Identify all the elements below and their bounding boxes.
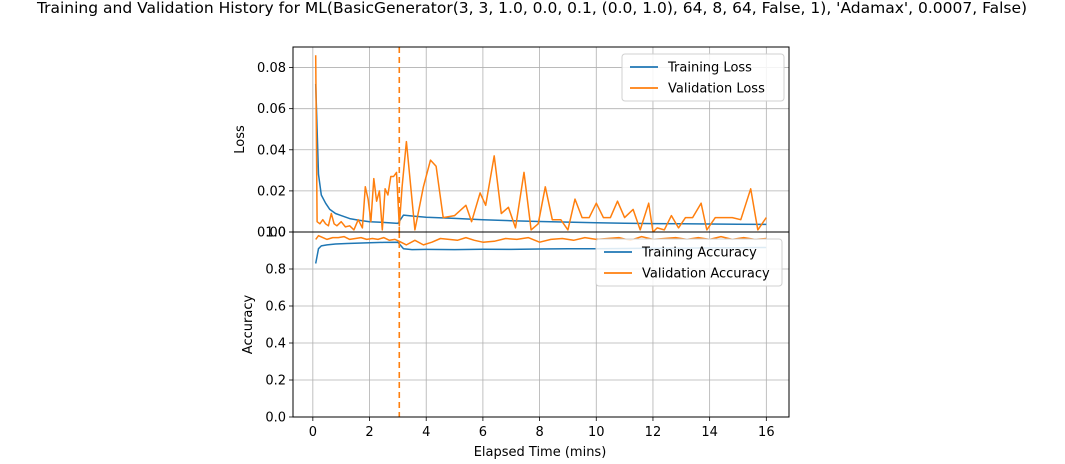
x-tick-label: 14	[701, 425, 718, 440]
axes-frame	[292, 231, 790, 418]
legend-box	[621, 53, 785, 102]
legend: Training Loss Validation Loss	[621, 53, 785, 102]
x-tick-label: 6	[479, 425, 487, 440]
x-tick-label: 8	[535, 425, 543, 440]
x-tick-label: 4	[422, 425, 430, 440]
loss-subplot: 0.00 0.02 0.04 0.06 0.08 Loss Training Loss Val…	[233, 46, 790, 241]
x-tick-label: 10	[588, 425, 605, 440]
legend-box	[595, 238, 783, 287]
y-tick-label: 0.08	[257, 61, 286, 76]
series-group	[314, 55, 767, 232]
y-tick-label: 0.8	[265, 263, 286, 278]
y-tick-label: 0.00	[257, 226, 286, 241]
x-tick-label: 0	[309, 425, 317, 440]
x-tick-label: 2	[365, 425, 373, 440]
training-loss-line	[314, 83, 767, 226]
y-tick-label: 0.0	[265, 411, 286, 426]
y-tick-label: 0.6	[265, 300, 286, 315]
y-tick-label: 0.04	[257, 143, 286, 158]
x-tick-label: 12	[645, 425, 662, 440]
chart-title: Training and Validation History for ML(B…	[36, 0, 1027, 17]
accuracy-subplot: 0.0 0.2 0.4 0.6 0.8 1.0 0 2 4 6 8 10 12 14 16 Accuracy T…	[241, 226, 790, 440]
y-tick-label: 0.06	[257, 102, 286, 117]
y-axis-label: Loss	[233, 125, 248, 154]
legend-label: Training Loss	[667, 61, 752, 76]
legend-label: Training Accuracy	[641, 246, 757, 261]
y-tick-label: 1.0	[265, 226, 286, 241]
y-tick-label: 0.2	[265, 374, 286, 389]
legend: Training Accuracy Validation Accuracy	[595, 238, 783, 287]
legend-label: Validation Loss	[668, 82, 765, 97]
validation-loss-line	[314, 55, 767, 232]
legend-label: Validation Accuracy	[642, 267, 770, 282]
y-axis-label: Accuracy	[241, 295, 256, 355]
y-tick-label: 0.02	[257, 184, 286, 199]
y-tick-label: 0.4	[265, 337, 286, 352]
validation-accuracy-line	[315, 234, 767, 246]
x-tick-label: 16	[758, 425, 775, 440]
x-axis-label: Elapsed Time (mins)	[474, 445, 607, 460]
